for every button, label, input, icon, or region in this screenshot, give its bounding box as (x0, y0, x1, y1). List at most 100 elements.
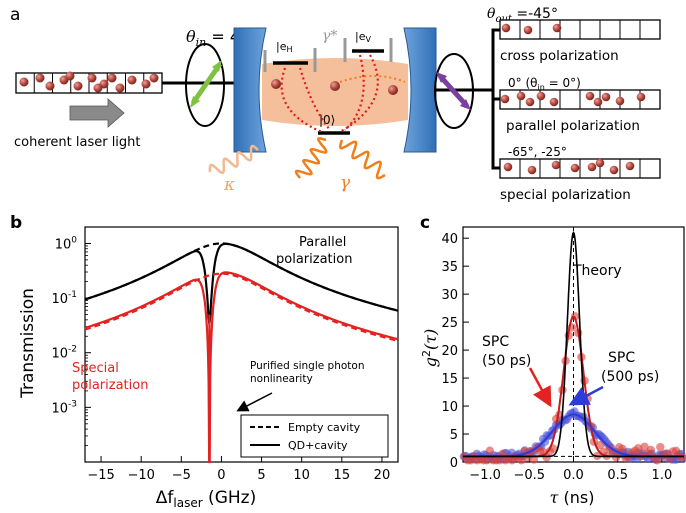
chart-g2: −1.0 −0.5 0.0 0.5 1.0 0 5 10 15 20 25 30 35 40 (441, 226, 686, 483)
photon (107, 73, 117, 83)
panel-label-c: c (420, 213, 430, 233)
c-point (485, 446, 495, 455)
photon (609, 165, 619, 175)
b-annotation-purified-2: nonlinearity (250, 373, 313, 385)
photon (570, 163, 580, 173)
b-plot-frame (84, 226, 399, 463)
photon (141, 79, 151, 89)
c-xtick-label: −1.0 (469, 468, 501, 483)
c-annotation-spc50: SPC (482, 334, 509, 350)
branch-lines (491, 28, 500, 170)
b-xtick-label: 0 (217, 468, 225, 483)
b-ytick-label: 10-3 (51, 399, 77, 416)
state-ev: |eV (355, 30, 371, 44)
state-0: |0⟩ (319, 113, 335, 127)
photon (527, 165, 537, 175)
c-theory-curve (463, 231, 684, 458)
output-angle-special: -65°, -25° (508, 145, 567, 159)
c-ytick-label: 10 (441, 400, 458, 415)
b-xtick-label: 20 (374, 468, 391, 483)
b-xtick-label: 5 (257, 468, 265, 483)
photon (549, 97, 559, 107)
photon (585, 91, 595, 101)
b-annotation-parallel-2: polarization (276, 252, 352, 267)
b-legend-qd: QD+cavity (288, 439, 348, 452)
photon (551, 160, 561, 170)
c-point (517, 456, 526, 465)
photon (19, 77, 29, 87)
photon (501, 23, 511, 33)
input-photon-train (15, 71, 163, 94)
c-point (482, 456, 491, 465)
c-xlabel: τ (ns) (550, 488, 595, 507)
c-ytick-label: 5 (450, 428, 458, 443)
photon (35, 73, 45, 83)
photon (87, 73, 97, 83)
output-label-cross: cross polarization (500, 48, 619, 64)
panel-label-b: b (10, 213, 22, 233)
b-annotation-special: Special (72, 361, 119, 376)
photon (615, 96, 625, 106)
kappa-wave-icon (208, 144, 259, 175)
photon (601, 92, 611, 102)
photon (45, 81, 55, 91)
c-annotation-spc500b: (500 ps) (601, 369, 659, 385)
output-label-parallel: parallel polarization (506, 118, 640, 134)
purple-polarization-icon (438, 74, 469, 108)
photon (127, 75, 137, 85)
output-label-special: special polarization (500, 187, 631, 203)
photon (587, 162, 597, 172)
photon (525, 97, 535, 107)
c-ylabel: g2(τ) (420, 329, 440, 368)
laser-label: coherent laser light (14, 135, 141, 150)
b-annotation-special-2: polarization (72, 378, 148, 393)
b-series-2 (84, 272, 399, 342)
right-mirror (403, 27, 437, 153)
c-point (646, 445, 656, 455)
c-point (652, 456, 662, 465)
b-legend-empty: Empty cavity (288, 421, 361, 434)
output-train-1 (499, 89, 661, 110)
photon (536, 91, 546, 101)
b-xtick-label: 15 (334, 468, 351, 483)
kappa-label: κ (223, 175, 235, 195)
b-ylabel: Transmission (18, 288, 38, 399)
photon (503, 162, 513, 172)
photon (625, 161, 635, 171)
c-ytick-label: 25 (441, 316, 458, 331)
c-ytick-label: 30 (441, 288, 458, 303)
left-mirror (233, 27, 267, 153)
b-xtick-label: 10 (293, 468, 310, 483)
output-train-2 (499, 158, 661, 179)
photon (65, 71, 75, 81)
green-polarization-icon (190, 62, 223, 105)
b-annotation-parallel: Parallel (299, 235, 346, 250)
b-annotation-arrow (236, 392, 273, 412)
state-eh: |eH (276, 40, 293, 54)
c-xtick-label: −0.5 (514, 468, 546, 483)
b-ytick-label: 10-1 (51, 290, 77, 307)
b-xlabel: Δflaser (GHz) (156, 488, 256, 510)
gamma-star-label: γ* (322, 28, 337, 44)
c-ytick-label: 40 (441, 232, 458, 247)
c-arrow-blue (568, 385, 604, 406)
photon (500, 94, 510, 104)
c-point (656, 442, 665, 452)
b-xtick-label: −15 (87, 468, 114, 483)
c-annotation-theory: Theory (572, 263, 622, 279)
photon (93, 83, 103, 93)
output-angle-parallel: 0° (θin = 0°) (508, 76, 581, 92)
input-polarizer (185, 43, 225, 127)
b-ytick-label: 100 (55, 235, 78, 252)
b-annotation-purified: Purified single photon (250, 360, 364, 372)
c-ytick-label: 20 (441, 344, 458, 359)
c-arrow-red (528, 367, 552, 408)
c-xtick-label: 1.0 (652, 468, 673, 483)
c-xtick-label: 0.5 (607, 468, 628, 483)
output-polarizer (434, 53, 474, 129)
c-point (529, 455, 539, 464)
photon (636, 92, 646, 102)
output-train-0 (499, 19, 661, 40)
gamma-label: γ (340, 173, 351, 193)
